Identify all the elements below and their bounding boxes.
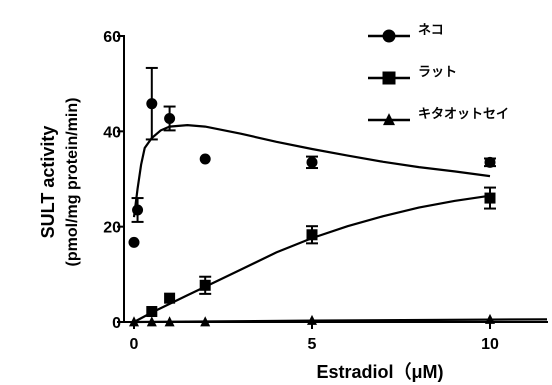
data-point-square bbox=[199, 279, 211, 291]
data-point-circle bbox=[164, 112, 176, 124]
x-tick-label: 0 bbox=[130, 336, 139, 353]
fit-curve-square bbox=[133, 194, 491, 323]
x-tick-label: 10 bbox=[481, 336, 499, 353]
data-point-circle bbox=[128, 236, 140, 248]
data-point-square bbox=[306, 229, 318, 241]
y-axis-title-line1: SULT activity bbox=[38, 126, 58, 239]
data-point-square bbox=[484, 192, 496, 204]
y-axis-title-line2: (pmol/mg protein/min) bbox=[64, 98, 81, 267]
data-point-circle bbox=[132, 204, 144, 216]
x-axis-title: Estradiol（μM) bbox=[316, 362, 443, 382]
fit-curve-circle bbox=[132, 123, 491, 218]
legend-marker-triangle bbox=[383, 113, 395, 126]
y-tick-label: 40 bbox=[103, 124, 121, 141]
fit-curves bbox=[132, 123, 548, 324]
data-point-square bbox=[164, 292, 176, 304]
data-point-circle bbox=[199, 153, 211, 165]
data-point-square bbox=[146, 306, 158, 318]
ticks: 0 20 40 60 0 5 10 bbox=[103, 29, 499, 353]
y-tick-label: 0 bbox=[112, 315, 121, 332]
axes bbox=[123, 35, 548, 323]
legend-marker-square bbox=[382, 71, 396, 85]
y-tick-label: 60 bbox=[103, 29, 121, 46]
data-point-circle bbox=[306, 156, 318, 168]
legend-label: ラット bbox=[418, 65, 457, 80]
data-point-circle bbox=[146, 98, 158, 110]
x-tick-label: 5 bbox=[308, 336, 317, 353]
y-tick-label: 20 bbox=[103, 220, 121, 237]
data-point-circle bbox=[484, 156, 496, 168]
legend-marker-circle bbox=[382, 29, 396, 43]
legend-label: ネコ bbox=[418, 23, 444, 38]
legend-label: キタオットセイ bbox=[418, 107, 509, 122]
